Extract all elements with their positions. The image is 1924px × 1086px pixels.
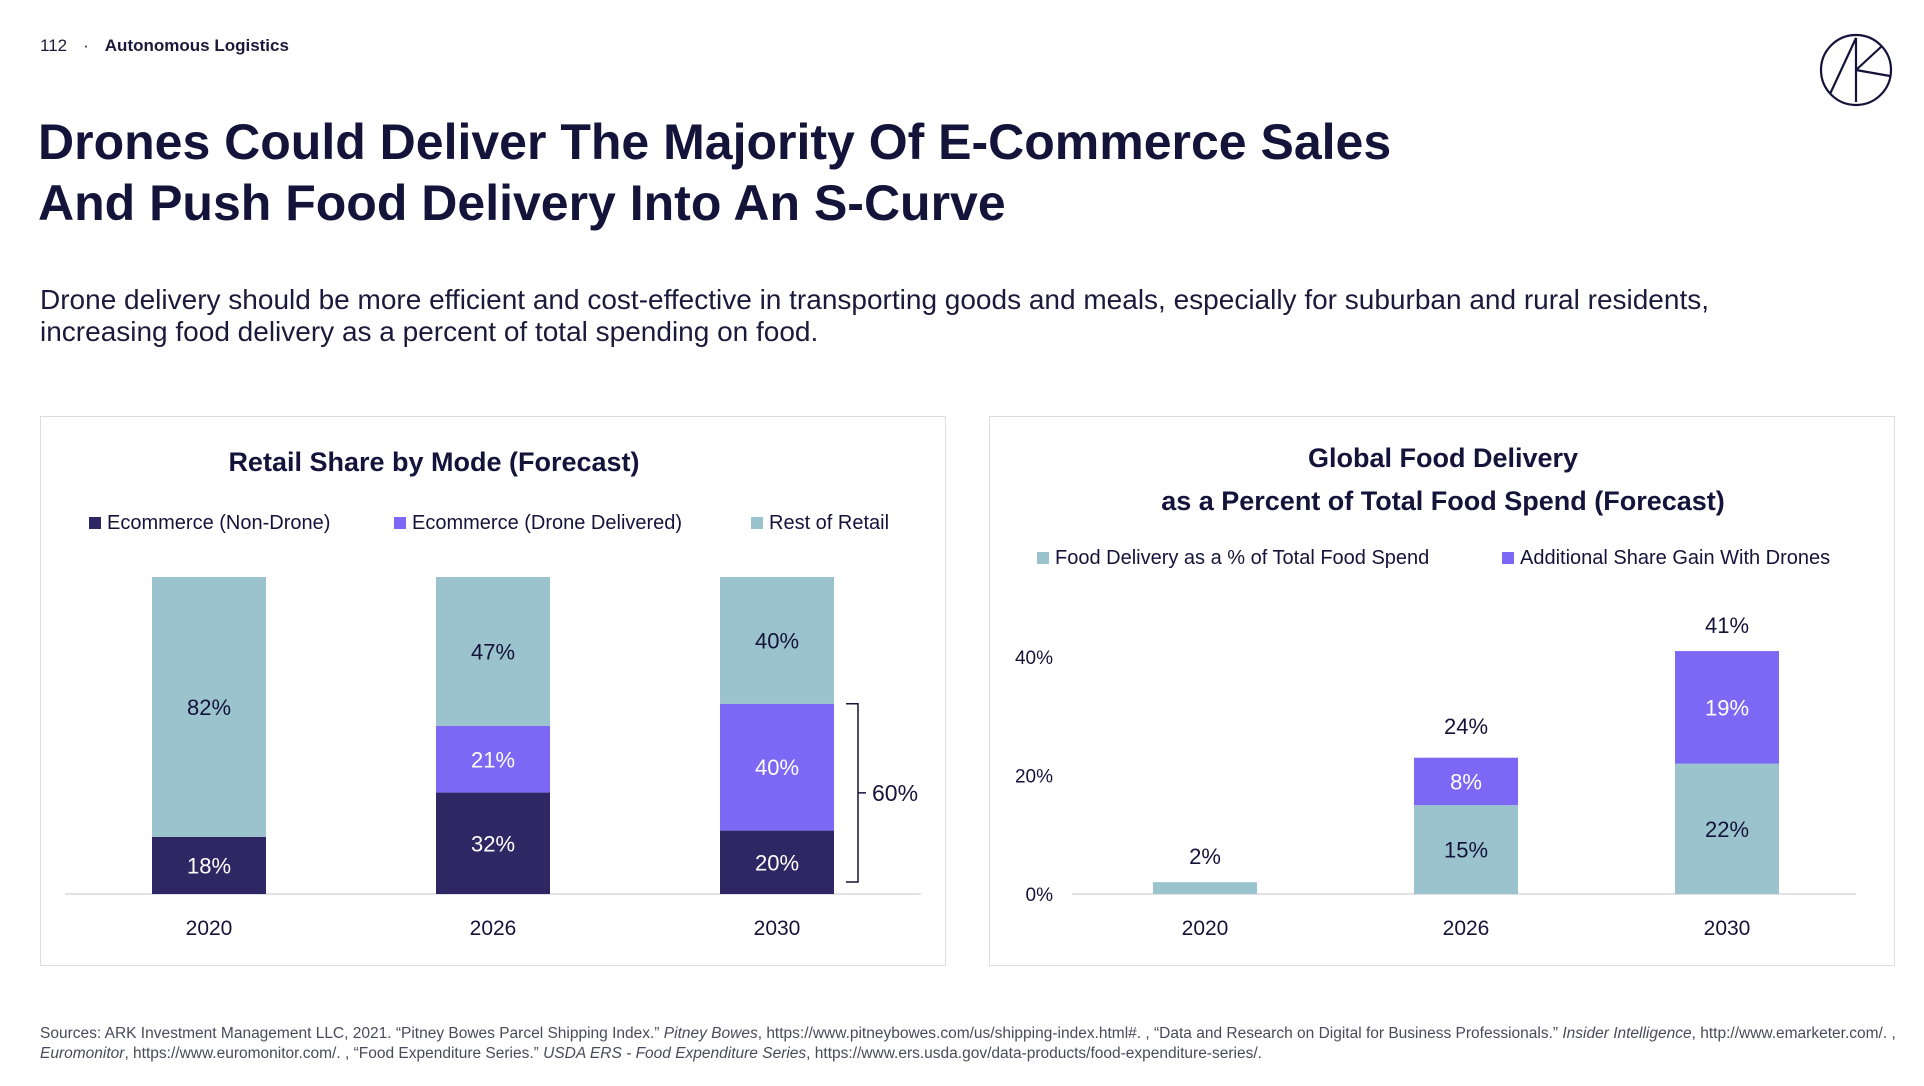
chart1-bar-label: 18% — [187, 853, 231, 878]
sources-text-5: , https://www.ers.usda.gov/data-products… — [806, 1045, 1262, 1062]
page-title-line-1: Drones Could Deliver The Majority Of E-C… — [38, 114, 1392, 170]
chart2-bar-label: 15% — [1444, 838, 1488, 863]
chart2-legend-label: Food Delivery as a % of Total Food Spend — [1055, 547, 1429, 569]
chart2-bar-label: 8% — [1450, 769, 1482, 794]
chart1-bar-label: 40% — [755, 628, 799, 653]
sources-text-2: , https://www.pitneybowes.com/us/shippin… — [757, 1025, 1563, 1042]
chart1-bar-label: 82% — [187, 695, 231, 720]
chart1-bar-segment — [436, 577, 550, 726]
chart1-title: Retail Share by Mode (Forecast) — [228, 447, 639, 477]
chart1-bar-segment — [436, 792, 550, 894]
chart1-legend-swatch — [394, 517, 406, 529]
chart2-total-label: 24% — [1444, 714, 1488, 739]
chart1-legend-label: Ecommerce (Non-Drone) — [107, 512, 330, 534]
sources-italic-2: Insider Intelligence — [1562, 1025, 1692, 1042]
chart1-legend-swatch — [89, 517, 101, 529]
ark-logo-icon — [1819, 33, 1893, 107]
sources-text-3: , http://www.emarketer.com/. , — [1691, 1025, 1896, 1042]
chart1-x-tick: 2030 — [754, 917, 801, 940]
chart2-bar-label: 22% — [1705, 817, 1749, 842]
chart2-x-tick: 2030 — [1704, 917, 1751, 940]
sources-italic-1: Pitney Bowes — [663, 1025, 758, 1042]
chart2-y-tick: 40% — [1015, 648, 1053, 669]
chart2-y-tick: 0% — [1026, 885, 1054, 906]
chart2-x-tick: 2026 — [1443, 917, 1490, 940]
chart1-bar-label: 20% — [755, 850, 799, 875]
chart1-bar-segment — [720, 830, 834, 894]
retail-share-chart: Retail Share by Mode (Forecast) Ecommerce… — [65, 447, 921, 940]
chart2-bar-segment — [1675, 763, 1779, 894]
chart2-title-line-2: as a Percent of Total Food Spend (Foreca… — [1161, 486, 1725, 516]
chart1-bracket — [846, 703, 866, 883]
page-number: 112 — [40, 36, 68, 55]
page-header: 112 · Autonomous Logistics — [40, 36, 289, 56]
page-subtitle: Drone delivery should be more efficient … — [40, 284, 1710, 347]
chart2-legend-swatch — [1502, 552, 1514, 564]
header-separator: · — [83, 36, 89, 55]
chart2-bar-segment — [1153, 882, 1257, 894]
chart1-x-tick: 2020 — [186, 917, 233, 940]
chart1-bar-segment — [720, 577, 834, 704]
food-delivery-chart-panel: Global Food Delivery as a Percent of Tota… — [989, 416, 1895, 966]
chart2-bar-segment — [1414, 805, 1518, 894]
page-title-line-2: And Push Food Delivery Into An S-Curve — [38, 175, 1006, 231]
retail-share-chart-panel: Retail Share by Mode (Forecast) Ecommerce… — [40, 416, 946, 966]
chart1-bar-label: 47% — [471, 639, 515, 664]
chart1-bar-segment — [720, 703, 834, 831]
chart1-legend-label: Rest of Retail — [769, 512, 889, 534]
chart1-bar-label: 32% — [471, 831, 515, 856]
page-title: Drones Could Deliver The Majority Of E-C… — [38, 112, 1538, 234]
chart2-y-tick: 20% — [1015, 767, 1053, 788]
chart1-legend-label: Ecommerce (Drone Delivered) — [412, 512, 682, 534]
chart1-legend-swatch — [751, 517, 763, 529]
sources-footnote: Sources: ARK Investment Management LLC, … — [40, 1024, 1900, 1064]
chart2-legend-label: Additional Share Gain With Drones — [1520, 547, 1830, 569]
chart1-bar-segment — [436, 725, 550, 793]
chart2-bar-segment — [1675, 651, 1779, 764]
sources-text-1: Sources: ARK Investment Management LLC, … — [40, 1025, 664, 1042]
chart2-title-line-1: Global Food Delivery — [1308, 443, 1578, 473]
chart1-bar-label: 21% — [471, 747, 515, 772]
chart1-x-tick: 2026 — [470, 917, 517, 940]
food-delivery-chart: Global Food Delivery as a Percent of Tota… — [1015, 443, 1856, 940]
chart2-x-tick: 2020 — [1182, 917, 1229, 940]
sources-italic-4: USDA ERS - Food Expenditure Series — [543, 1045, 807, 1062]
chart2-legend-swatch — [1037, 552, 1049, 564]
sources-text-4: , https://www.euromonitor.com/. , “Food … — [124, 1045, 544, 1062]
chart1-bar-label: 40% — [755, 755, 799, 780]
chart2-bar-label: 19% — [1705, 695, 1749, 720]
chart1-bracket-label: 60% — [872, 780, 918, 806]
sources-italic-3: Euromonitor — [40, 1045, 125, 1062]
chart1-bar-segment — [152, 836, 266, 894]
chart2-total-label: 2% — [1189, 844, 1221, 869]
chart2-total-label: 41% — [1705, 613, 1749, 638]
chart2-bar-segment — [1414, 757, 1518, 806]
chart1-bar-segment — [152, 577, 266, 837]
section-name: Autonomous Logistics — [104, 36, 289, 55]
